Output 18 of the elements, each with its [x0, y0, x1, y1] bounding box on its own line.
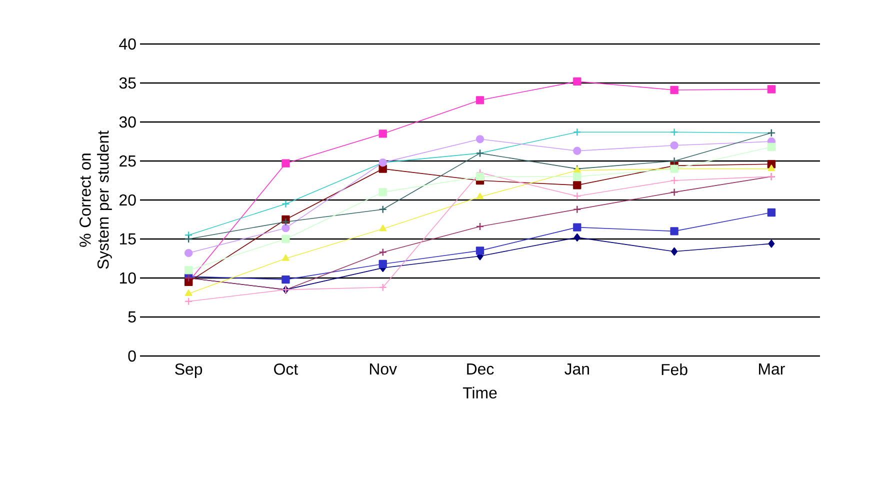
x-tick-label: Oct [274, 364, 298, 375]
y-tick-label: 35 [119, 77, 136, 89]
x-tick-label: Feb [662, 364, 688, 376]
y-tick-label: 10 [120, 272, 136, 284]
y-tick-label: 25 [120, 155, 136, 167]
x-tick-label: Dec [467, 364, 494, 375]
x-tick-label: Nov [370, 364, 397, 375]
x-tick-label: Jan [564, 364, 589, 375]
y-tick-label: 15 [120, 233, 136, 245]
x-axis-title: Time [462, 386, 497, 398]
x-tick-label: Sep [175, 364, 202, 378]
y-axis-title: % Correct on System per student [80, 130, 112, 269]
y-tick-label: 5 [128, 311, 136, 323]
x-tick-label: Mar [759, 364, 785, 375]
y-tick-label: 20 [120, 194, 136, 206]
y-tick-label: 0 [128, 350, 136, 362]
y-tick-label: 40 [119, 38, 136, 50]
y-tick-label: 30 [119, 116, 136, 128]
